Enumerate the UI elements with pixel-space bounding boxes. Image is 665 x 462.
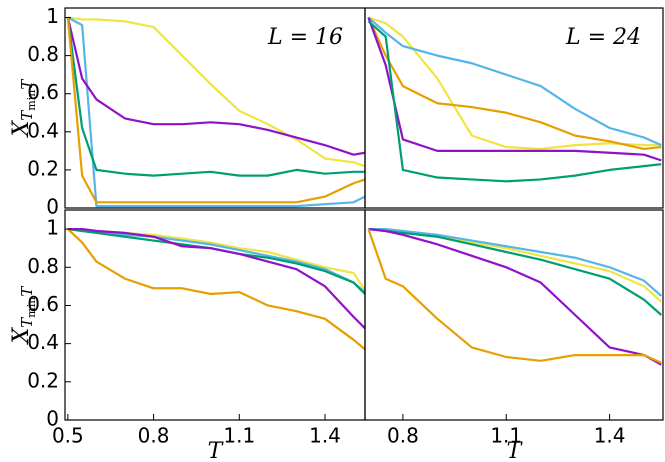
y-tick-label: 0.4 <box>27 118 59 142</box>
y-tick-label: 0.4 <box>27 330 59 354</box>
data-line <box>66 17 365 177</box>
data-line <box>66 17 365 156</box>
data-line <box>367 20 662 183</box>
data-line <box>67 227 365 330</box>
annotation: L = 24 <box>565 25 641 50</box>
x-tick-label: 1.4 <box>309 424 341 448</box>
y-label-base: X <box>9 119 34 138</box>
y-tick-label: 0.2 <box>27 368 59 392</box>
y-label-tail: T <box>18 79 36 90</box>
data-line <box>66 17 365 204</box>
y-tick-label: 0.6 <box>27 80 59 104</box>
annotation: L = 16 <box>267 25 343 50</box>
data-line <box>368 227 663 297</box>
data-line <box>367 17 662 151</box>
series-group <box>66 16 365 208</box>
data-line <box>367 16 662 147</box>
x-tick-label: 1.1 <box>490 424 522 448</box>
series-group <box>367 227 663 366</box>
y-label-subsub: min <box>25 90 38 111</box>
y-tick-label: 0.8 <box>27 254 59 278</box>
data-line <box>368 227 662 366</box>
y-axis-label: XTminT <box>9 286 38 346</box>
series-group <box>367 16 662 183</box>
y-label-sub: T <box>18 110 36 121</box>
data-line <box>67 227 365 291</box>
x-axis-label: T <box>208 439 225 462</box>
y-tick-label: 0.8 <box>27 42 59 66</box>
data-line <box>368 227 663 303</box>
y-tick-label: 0.2 <box>27 156 59 180</box>
y-axis-label: XTminT <box>9 79 38 139</box>
y-label-subsub: min <box>25 297 38 318</box>
data-line <box>367 17 662 162</box>
y-tick-label: 1 <box>46 4 59 28</box>
panel-frame <box>64 209 366 421</box>
data-line <box>67 228 365 351</box>
x-axis-label: T <box>507 439 524 462</box>
panel: L = 24 <box>364 7 664 209</box>
y-label-sub: T <box>18 317 36 328</box>
y-tick-label: 1 <box>46 216 59 240</box>
data-line <box>367 228 662 364</box>
y-tick-label: 0 <box>46 407 59 431</box>
panel: 0.8 1.1 1.4 T <box>364 209 664 462</box>
x-tick-label: 0.5 <box>52 424 84 448</box>
x-tick-label: 0.8 <box>387 424 419 448</box>
panel-frame <box>364 7 664 209</box>
x-tick-label: 1.1 <box>223 424 255 448</box>
data-line <box>368 227 663 316</box>
data-line <box>67 16 365 168</box>
y-tick-label: 0 <box>46 195 59 219</box>
y-label-base: X <box>9 326 34 345</box>
data-line <box>67 16 365 208</box>
y-label-tail: T <box>18 286 36 297</box>
series-group <box>67 227 365 351</box>
panel-frame <box>364 209 664 421</box>
x-tick-label: 0.8 <box>138 424 170 448</box>
x-tick-label: 1.4 <box>594 424 626 448</box>
y-tick-label: 0.6 <box>27 292 59 316</box>
